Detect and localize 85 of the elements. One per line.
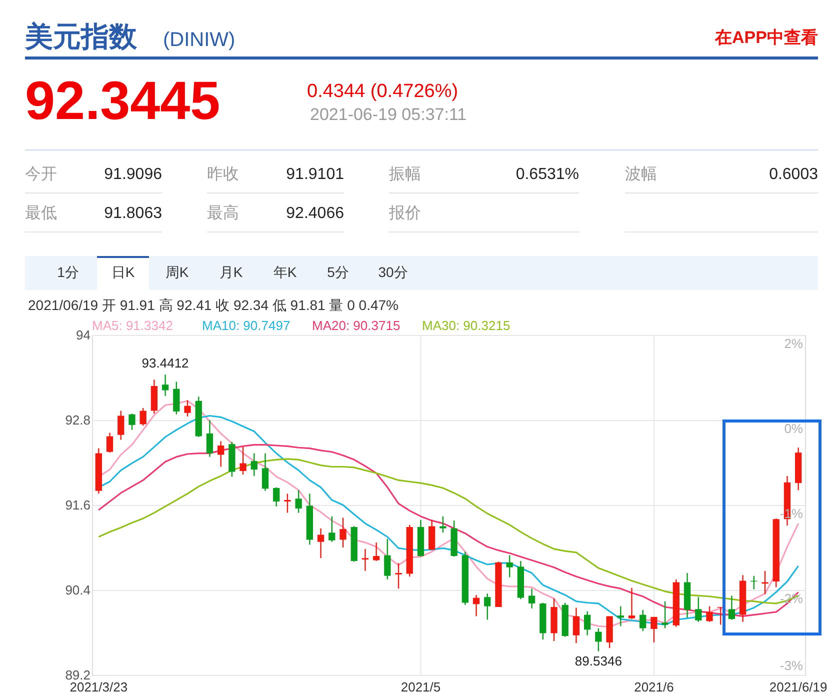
candlestick bbox=[317, 528, 324, 559]
annotation: 2% bbox=[784, 336, 804, 351]
text: MA30: 90.3215 bbox=[422, 318, 510, 333]
y-tick-label: 89.2 bbox=[65, 668, 90, 682]
candlestick bbox=[262, 452, 269, 492]
text: 日K bbox=[111, 264, 136, 280]
candlestick bbox=[706, 606, 713, 622]
candlestick bbox=[273, 486, 280, 508]
candlestick bbox=[162, 374, 169, 397]
candlestick bbox=[440, 516, 446, 534]
x-tick-label: 2021/6/19 bbox=[769, 680, 828, 694]
text: 91.8063 bbox=[104, 205, 162, 222]
text: 月K bbox=[219, 264, 244, 280]
text: 振幅 bbox=[389, 166, 421, 183]
candlestick bbox=[728, 595, 736, 620]
text: 最低 bbox=[25, 205, 57, 222]
candlestick bbox=[617, 606, 624, 627]
text: 在APP中查看 bbox=[714, 28, 818, 47]
text: 2021-06-19 05:37:11 bbox=[310, 105, 467, 124]
text: MA20: 90.3715 bbox=[312, 318, 400, 333]
candlestick bbox=[506, 554, 513, 578]
candlestick bbox=[395, 562, 402, 590]
annotation: 0% bbox=[784, 421, 804, 436]
text: 报价 bbox=[388, 205, 421, 222]
text: 92.3445 bbox=[25, 71, 220, 131]
text: 今开 bbox=[25, 166, 57, 183]
text: MA10: 90.7497 bbox=[202, 318, 290, 333]
candlestick bbox=[118, 410, 124, 440]
text: 0.6003 bbox=[769, 166, 818, 183]
annotation: 93.4412 bbox=[142, 356, 189, 371]
text: 年K bbox=[273, 264, 298, 280]
annotation: -3% bbox=[780, 658, 804, 673]
chart-subtitle: (DINIW) bbox=[163, 29, 236, 51]
text: 波幅 bbox=[625, 165, 657, 183]
y-tick-label: 91.6 bbox=[65, 498, 90, 512]
candlestick bbox=[372, 542, 380, 562]
x-tick-label: 2021/3/23 bbox=[70, 680, 128, 694]
x-tick-label: 2021/6 bbox=[634, 680, 674, 694]
candlestick bbox=[106, 432, 114, 454]
candlestick bbox=[128, 413, 136, 431]
text: 91.9096 bbox=[104, 166, 162, 183]
candlestick bbox=[173, 381, 180, 415]
text: 91.9101 bbox=[286, 166, 344, 183]
text: 周K bbox=[165, 264, 190, 280]
candlestick bbox=[662, 600, 668, 629]
text: 昨收 bbox=[207, 166, 239, 183]
candlestick bbox=[528, 588, 536, 610]
candlestick bbox=[650, 616, 658, 644]
chart-title: 美元指数 bbox=[24, 21, 138, 52]
text: 92.4066 bbox=[286, 205, 344, 222]
candlestick bbox=[572, 607, 580, 644]
x-tick-label: 2021/5 bbox=[400, 680, 441, 694]
candlestick bbox=[295, 490, 302, 514]
candlestick bbox=[284, 493, 291, 514]
candlestick bbox=[184, 400, 191, 418]
candlestick bbox=[340, 517, 346, 548]
y-tick-label: 90.4 bbox=[65, 582, 90, 598]
candlestick bbox=[584, 610, 591, 636]
candlestick bbox=[428, 519, 436, 551]
candlestick bbox=[695, 596, 702, 622]
candlestick bbox=[362, 548, 369, 572]
text: 最高 bbox=[207, 204, 239, 222]
candlestick bbox=[762, 570, 768, 595]
candlestick bbox=[140, 407, 146, 426]
candlestick bbox=[240, 446, 246, 476]
candlestick bbox=[250, 452, 258, 477]
y-tick-label: 92.8 bbox=[65, 412, 90, 428]
candlestick bbox=[484, 592, 491, 620]
text: 1分 bbox=[57, 264, 79, 280]
candlestick bbox=[328, 516, 336, 542]
text: 5分 bbox=[327, 264, 349, 280]
candlestick bbox=[206, 419, 214, 458]
text: 0.6531% bbox=[516, 166, 579, 183]
candlestick bbox=[595, 628, 602, 652]
text: 2021/06/19 开 91.91 高 92.41 收 92.34 低 91.81 量 0 0.47% bbox=[28, 297, 398, 313]
candlestick bbox=[384, 538, 391, 580]
candlestick bbox=[640, 609, 646, 632]
text: 30分 bbox=[378, 264, 408, 280]
text: MA5: 91.3342 bbox=[92, 318, 173, 333]
candlestick bbox=[217, 440, 224, 468]
text: 0.4344 (0.4726%) bbox=[307, 81, 458, 102]
y-tick-label: 94 bbox=[76, 328, 90, 342]
candlestick bbox=[628, 587, 636, 620]
candlestick bbox=[472, 594, 480, 617]
annotation: 89.5346 bbox=[574, 653, 622, 668]
